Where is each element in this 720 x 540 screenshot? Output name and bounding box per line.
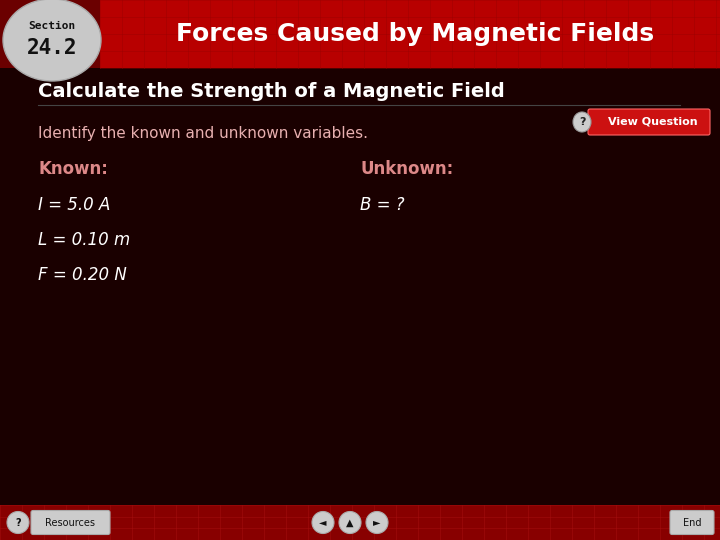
Ellipse shape	[339, 511, 361, 534]
Text: Forces Caused by Magnetic Fields: Forces Caused by Magnetic Fields	[176, 22, 654, 46]
Ellipse shape	[573, 112, 591, 132]
Text: End: End	[683, 517, 701, 528]
Ellipse shape	[3, 0, 101, 81]
Text: I = 5.0 A: I = 5.0 A	[38, 196, 110, 214]
FancyBboxPatch shape	[588, 109, 710, 135]
Text: L = 0.10 m: L = 0.10 m	[38, 231, 130, 249]
Text: ◄: ◄	[319, 517, 327, 528]
Text: F = 0.20 N: F = 0.20 N	[38, 266, 127, 284]
Text: Unknown:: Unknown:	[360, 160, 454, 178]
Text: 24.2: 24.2	[27, 38, 77, 58]
Text: ►: ►	[373, 517, 381, 528]
FancyBboxPatch shape	[31, 510, 110, 535]
Text: ?: ?	[15, 517, 21, 528]
Ellipse shape	[7, 511, 29, 534]
Text: ?: ?	[579, 117, 585, 127]
Text: View Question: View Question	[608, 117, 698, 127]
Text: Identify the known and unknown variables.: Identify the known and unknown variables…	[38, 126, 368, 141]
FancyBboxPatch shape	[670, 510, 714, 535]
Text: ▲: ▲	[346, 517, 354, 528]
Text: Calculate the Strength of a Magnetic Field: Calculate the Strength of a Magnetic Fie…	[38, 82, 505, 101]
Text: Known:: Known:	[38, 160, 108, 178]
Text: Resources: Resources	[45, 517, 95, 528]
Text: Section: Section	[28, 21, 76, 31]
Ellipse shape	[312, 511, 334, 534]
FancyBboxPatch shape	[0, 0, 720, 68]
Ellipse shape	[366, 511, 388, 534]
Text: B = ?: B = ?	[360, 196, 405, 214]
FancyBboxPatch shape	[0, 505, 720, 540]
FancyBboxPatch shape	[100, 0, 720, 68]
